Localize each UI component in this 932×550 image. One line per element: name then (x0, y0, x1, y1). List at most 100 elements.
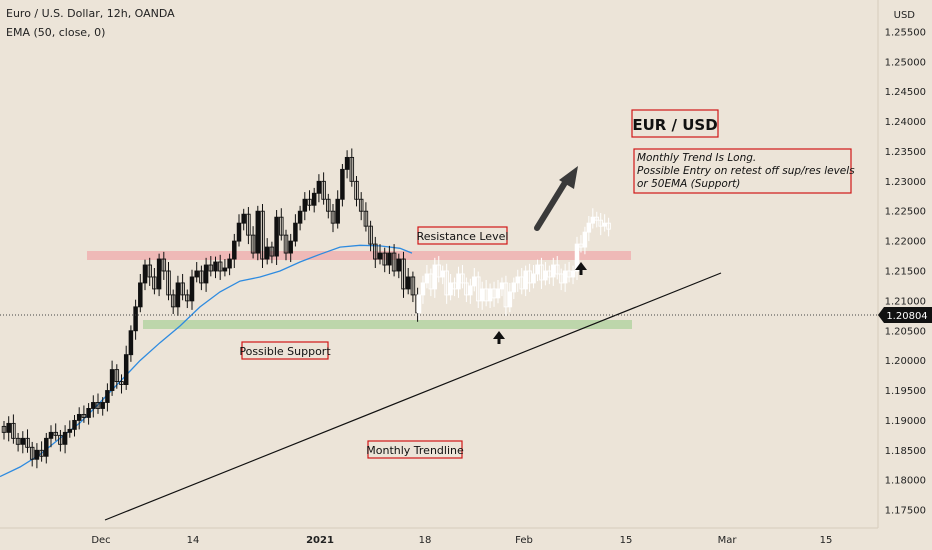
candle[interactable] (44, 432, 49, 464)
candle[interactable] (175, 275, 181, 316)
eur-usd-title-box[interactable]: EUR / USD (631, 109, 719, 138)
projected-candle[interactable] (420, 275, 426, 304)
projected-candle[interactable] (507, 282, 513, 313)
candle[interactable] (405, 268, 411, 295)
candle[interactable] (25, 429, 30, 453)
candle[interactable] (236, 214, 242, 247)
candle[interactable] (246, 207, 251, 245)
candle[interactable] (138, 273, 143, 313)
candle[interactable] (20, 431, 26, 454)
candle[interactable] (349, 148, 355, 187)
projected-candle[interactable] (468, 278, 473, 304)
candle[interactable] (185, 289, 190, 309)
projected-candle[interactable] (511, 277, 517, 300)
candle[interactable] (335, 190, 340, 229)
candle[interactable] (217, 254, 223, 280)
candle[interactable] (194, 262, 199, 283)
candle[interactable] (279, 208, 284, 241)
candle[interactable] (189, 269, 195, 310)
monthly-trendline[interactable] (104, 272, 722, 521)
notes-box[interactable]: Monthly Trend Is Long. Possible Entry on… (633, 148, 855, 194)
candle[interactable] (142, 259, 148, 291)
candle[interactable] (222, 259, 228, 277)
projected-candle[interactable] (570, 265, 576, 285)
candle[interactable] (274, 210, 279, 266)
candle[interactable] (311, 187, 317, 213)
candle[interactable] (1, 421, 7, 440)
candle[interactable] (53, 423, 58, 441)
candle[interactable] (123, 345, 129, 390)
candle[interactable] (76, 407, 82, 430)
candle[interactable] (302, 192, 308, 221)
candle[interactable] (377, 244, 383, 265)
candle[interactable] (15, 432, 21, 452)
candle[interactable] (288, 233, 293, 263)
candle[interactable] (264, 238, 270, 265)
candle[interactable] (105, 383, 110, 412)
candle[interactable] (382, 247, 387, 273)
candle[interactable] (100, 397, 105, 416)
projected-candle[interactable] (606, 217, 611, 237)
support-label-box[interactable]: Possible Support (239, 341, 331, 360)
candle[interactable] (241, 208, 246, 231)
candle[interactable] (72, 415, 77, 437)
candle[interactable] (330, 204, 336, 233)
candle[interactable] (260, 204, 265, 268)
candle[interactable] (86, 403, 91, 425)
candle[interactable] (250, 226, 256, 259)
candle[interactable] (67, 420, 73, 438)
candle[interactable] (114, 364, 120, 389)
projected-candle[interactable] (531, 265, 536, 289)
candle[interactable] (161, 251, 167, 280)
candle[interactable] (128, 325, 134, 362)
candle[interactable] (387, 245, 392, 274)
candle[interactable] (316, 174, 322, 203)
candle[interactable] (34, 443, 40, 469)
candle[interactable] (283, 229, 289, 261)
candle[interactable] (39, 441, 44, 462)
candle[interactable] (133, 299, 138, 340)
candle[interactable] (48, 425, 54, 448)
candle[interactable] (58, 429, 63, 452)
candle[interactable] (373, 236, 378, 268)
candle[interactable] (6, 416, 11, 442)
candle[interactable] (62, 425, 68, 454)
candle[interactable] (152, 268, 157, 295)
candle[interactable] (156, 253, 162, 297)
candle[interactable] (344, 150, 350, 179)
projected-candle[interactable] (574, 236, 580, 280)
candle[interactable] (166, 262, 171, 301)
candle[interactable] (203, 257, 209, 292)
candle[interactable] (11, 414, 16, 444)
candle[interactable] (147, 257, 152, 286)
candle[interactable] (199, 265, 204, 291)
candle[interactable] (368, 220, 373, 252)
candle[interactable] (321, 172, 326, 205)
candle[interactable] (396, 253, 402, 279)
candle[interactable] (29, 441, 35, 467)
candle[interactable] (232, 233, 237, 268)
candle[interactable] (180, 273, 185, 301)
candle[interactable] (340, 164, 345, 207)
candle[interactable] (307, 190, 312, 211)
candle[interactable] (95, 393, 101, 414)
candle[interactable] (293, 214, 298, 247)
candle[interactable] (255, 205, 261, 261)
candle[interactable] (354, 175, 359, 207)
candle[interactable] (269, 241, 275, 264)
candle[interactable] (297, 205, 303, 231)
projected-candle[interactable] (555, 256, 560, 280)
candle[interactable] (326, 193, 331, 219)
projected-candle[interactable] (582, 226, 588, 255)
candle[interactable] (81, 405, 87, 423)
projected-candle[interactable] (460, 265, 465, 289)
candle[interactable] (213, 256, 218, 279)
candle[interactable] (358, 192, 364, 221)
candle[interactable] (170, 289, 176, 315)
trendline-label-box[interactable]: Monthly Trendline (366, 440, 464, 459)
candle[interactable] (391, 244, 397, 277)
candle[interactable] (119, 374, 124, 394)
candle[interactable] (363, 202, 369, 232)
candle[interactable] (401, 251, 406, 298)
